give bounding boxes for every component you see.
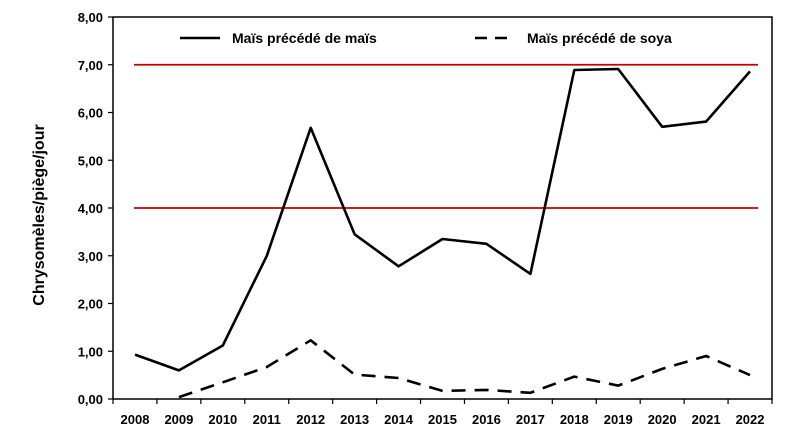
y-tick-label: 2,00 <box>78 297 103 312</box>
x-tick-label: 2019 <box>604 412 633 427</box>
y-tick-label: 3,00 <box>78 249 103 264</box>
y-tick-label: 6,00 <box>78 106 103 121</box>
x-tick-label: 2009 <box>164 412 193 427</box>
y-tick-label: 7,00 <box>78 58 103 73</box>
x-tick-label: 2011 <box>253 412 281 427</box>
x-tick-label: 2010 <box>208 412 237 427</box>
x-tick-label: 2022 <box>736 412 765 427</box>
x-tick-label: 2008 <box>121 412 150 427</box>
x-tick-label: 2015 <box>428 412 457 427</box>
x-tick-label: 2013 <box>340 412 369 427</box>
x-tick-label: 2017 <box>516 412 545 427</box>
legend-label: Maïs précédé de soya <box>527 30 672 46</box>
series-line-mais-mais <box>134 67 751 372</box>
y-tick-label: 8,00 <box>78 10 103 25</box>
y-tick-label: 4,00 <box>78 201 103 216</box>
x-tick-label: 2014 <box>384 412 414 427</box>
y-tick-label: 0,00 <box>78 392 103 407</box>
x-tick-label: 2018 <box>560 412 589 427</box>
legend-label: Maïs précédé de maïs <box>232 30 377 46</box>
x-tick-label: 2020 <box>648 412 677 427</box>
y-axis-label: Chrysomèles/piège/jour <box>31 124 48 305</box>
x-tick-label: 2012 <box>296 412 325 427</box>
series-line-mais-soya <box>178 338 751 399</box>
x-tick-label: 2021 <box>692 412 721 427</box>
y-tick-label: 5,00 <box>78 153 103 168</box>
y-tick-label: 1,00 <box>78 344 103 359</box>
x-tick-label: 2016 <box>472 412 501 427</box>
